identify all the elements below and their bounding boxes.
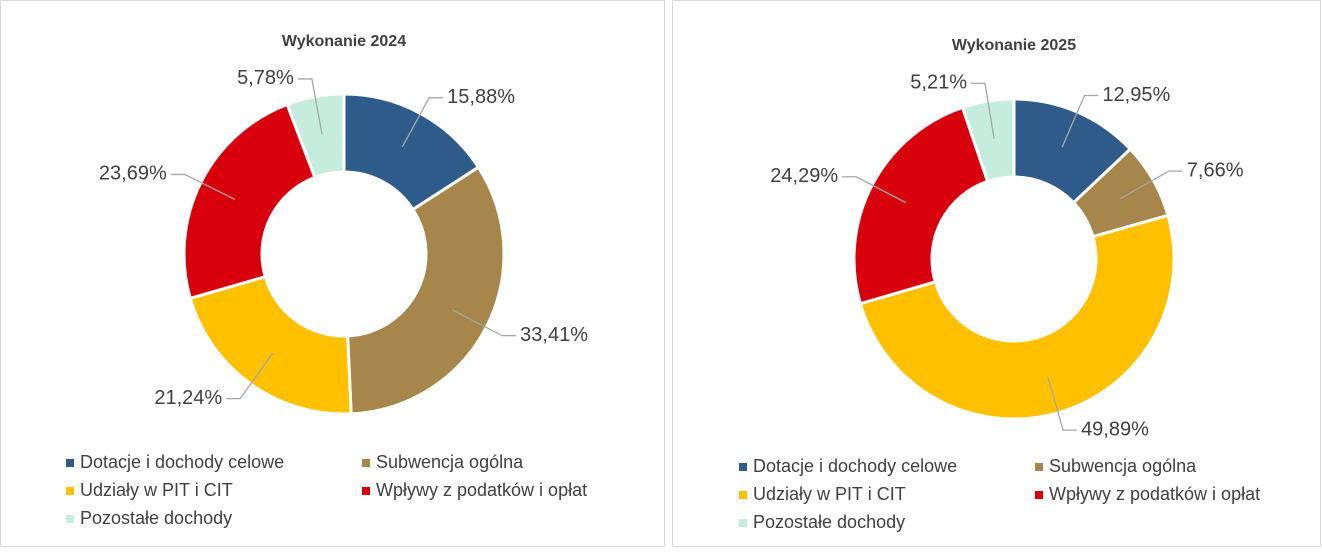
legend-swatch: [1035, 491, 1043, 499]
data-label: 21,24%: [154, 387, 222, 409]
chart-title: Wykonanie 2025: [952, 37, 1076, 54]
legend-swatch: [362, 459, 370, 467]
legend-swatch: [739, 519, 747, 527]
leader-line: [1047, 376, 1078, 431]
data-label: 5,21%: [910, 72, 967, 94]
legend-swatch: [362, 487, 370, 495]
legend-label: Wpływy z podatków i opłat: [1049, 484, 1260, 504]
leader-line: [452, 309, 517, 337]
legend-label: Pozostałe dochody: [753, 512, 905, 532]
donut-segment: [346, 165, 506, 416]
legend-swatch: [739, 463, 747, 471]
legend-label: Udziały w PIT i CIT: [80, 480, 233, 500]
donut-segment: [285, 92, 346, 180]
data-label: 7,66%: [1187, 159, 1244, 181]
legend-label: Dotacje i dochody celowe: [80, 452, 284, 472]
legend-label: Udziały w PIT i CIT: [753, 484, 906, 504]
legend-swatch: [66, 487, 74, 495]
legend-swatch: [1035, 463, 1043, 471]
data-label: 23,69%: [99, 163, 167, 185]
legend-swatch: [66, 515, 74, 523]
leader-line: [1119, 170, 1183, 200]
donut-segment: [852, 105, 990, 306]
donut-segment: [858, 213, 1176, 421]
legend-label: Subwencja ogólna: [1049, 456, 1197, 476]
legend-swatch: [739, 491, 747, 499]
leader-line: [297, 78, 323, 135]
leader-line: [170, 173, 236, 201]
legend-swatch: [66, 459, 74, 467]
legend-label: Wpływy z podatków i opłat: [376, 480, 587, 500]
donut-segment: [188, 274, 353, 416]
legend-label: Subwencja ogólna: [376, 452, 524, 472]
data-label: 12,95%: [1102, 84, 1170, 106]
data-label: 33,41%: [520, 324, 588, 346]
leader-line: [401, 97, 444, 148]
data-label: 24,29%: [770, 165, 838, 187]
leader-line: [226, 352, 274, 400]
leader-line: [1061, 94, 1099, 148]
leader-line: [842, 176, 907, 204]
legend-label: Dotacje i dochody celowe: [753, 456, 957, 476]
donut-segment: [182, 102, 317, 301]
data-label: 5,78%: [237, 67, 294, 89]
chart-title: Wykonanie 2024: [282, 33, 406, 50]
donut-segment: [342, 92, 481, 212]
data-label: 15,88%: [447, 86, 515, 108]
donut-segment: [960, 97, 1016, 184]
leader-line: [970, 82, 995, 139]
data-label: 49,89%: [1081, 418, 1149, 440]
legend-label: Pozostałe dochody: [80, 508, 232, 528]
